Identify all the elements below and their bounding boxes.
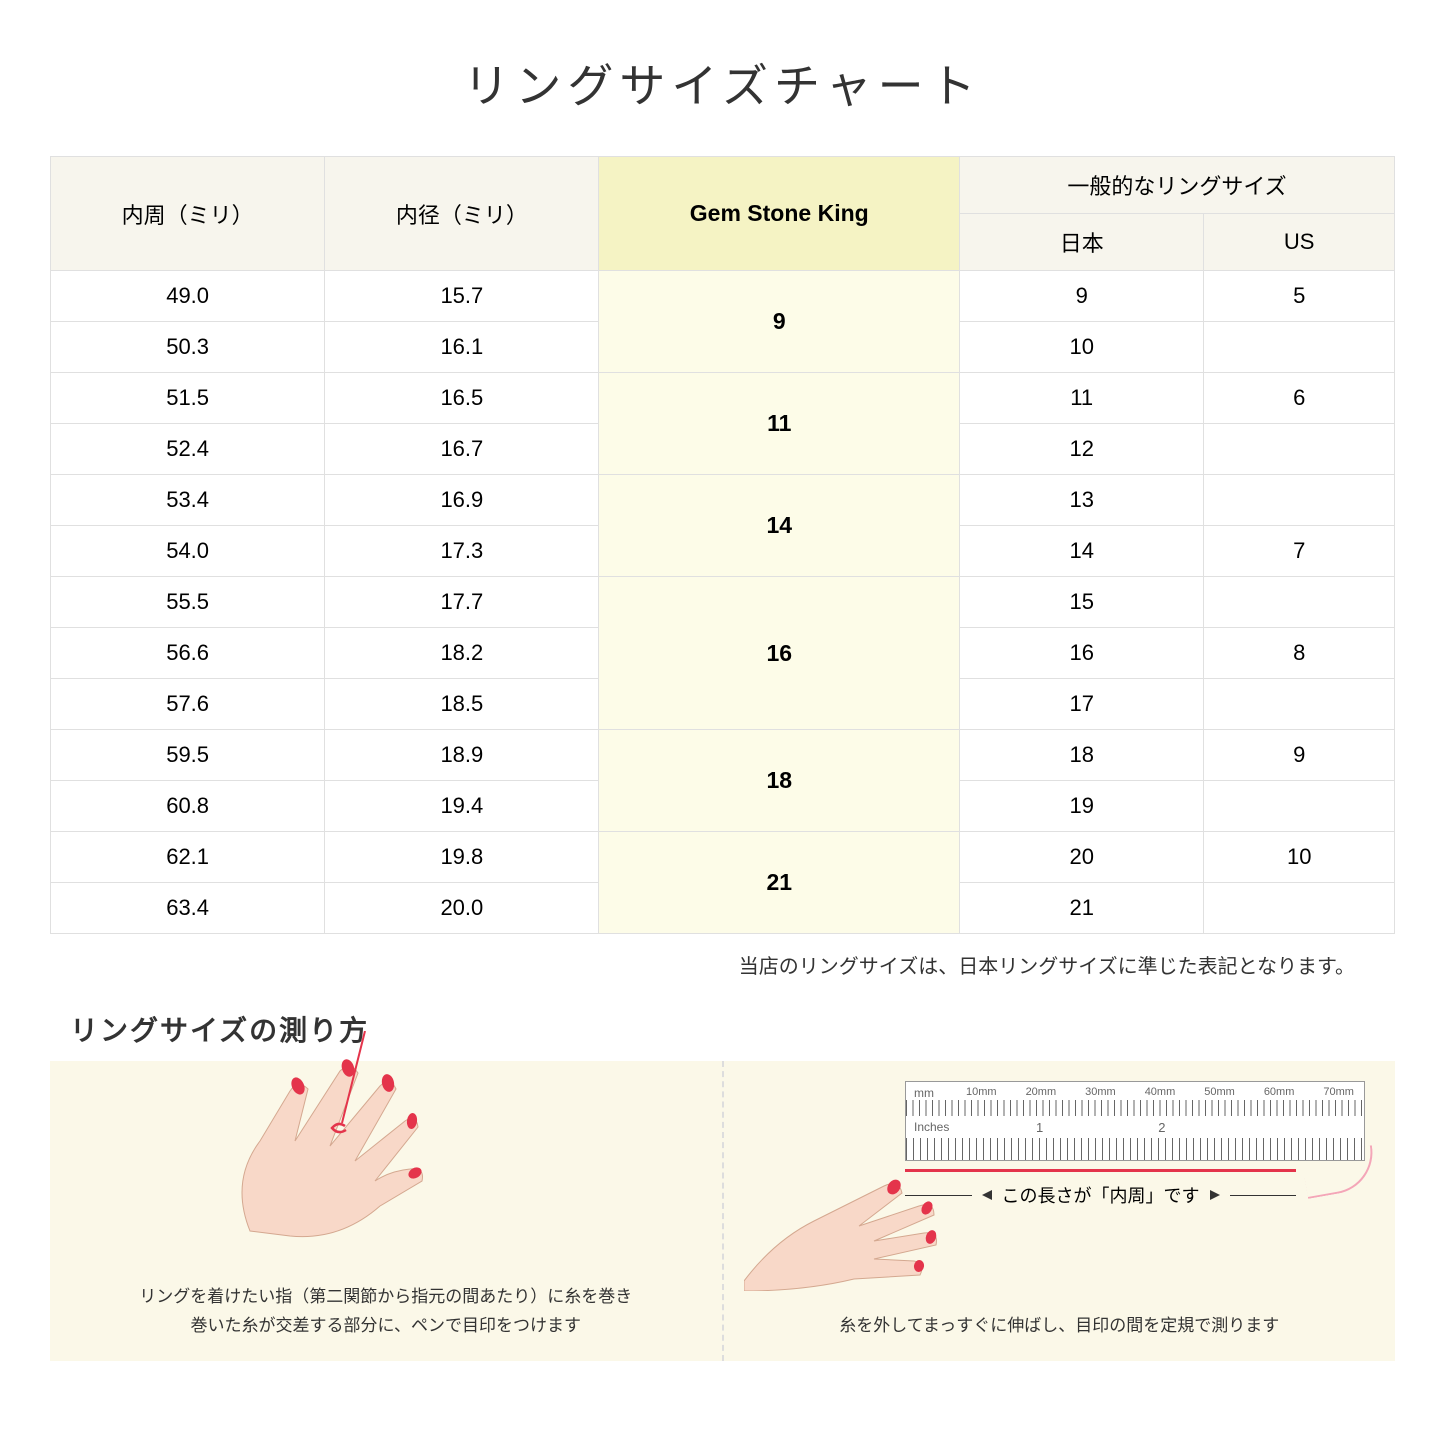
cell-us: 7 — [1204, 526, 1395, 577]
cell-circ: 57.6 — [51, 679, 325, 730]
instruction-panels: リングを着けたい指（第二関節から指元の間あたり）に糸を巻き 巻いた糸が交差する部… — [50, 1061, 1395, 1361]
cell-dia: 16.1 — [325, 322, 599, 373]
cell-jp: 9 — [960, 271, 1204, 322]
cell-us — [1204, 679, 1395, 730]
cell-circ: 51.5 — [51, 373, 325, 424]
cell-jp: 13 — [960, 475, 1204, 526]
cell-dia: 19.4 — [325, 781, 599, 832]
col-inner-circ: 内周（ミリ） — [51, 157, 325, 271]
arrow-label: この長さが「内周」です — [1002, 1182, 1200, 1208]
ruler-in-mark: 2 — [1158, 1120, 1165, 1135]
ruler-mm-mark: 70mm — [1323, 1086, 1354, 1098]
cell-circ: 55.5 — [51, 577, 325, 628]
cell-gem: 9 — [599, 271, 960, 373]
cell-circ: 63.4 — [51, 883, 325, 934]
cell-dia: 17.7 — [325, 577, 599, 628]
col-inner-dia: 内径（ミリ） — [325, 157, 599, 271]
ruler-mm-mark: 30mm — [1085, 1086, 1116, 1098]
cell-gem: 18 — [599, 730, 960, 832]
cell-us — [1204, 475, 1395, 526]
col-japan: 日本 — [960, 214, 1204, 271]
cell-gem: 21 — [599, 832, 960, 934]
cell-jp: 11 — [960, 373, 1204, 424]
table-row: 51.516.511116 — [51, 373, 1395, 424]
cell-dia: 16.5 — [325, 373, 599, 424]
cell-jp: 16 — [960, 628, 1204, 679]
ruler-mm-label: mm — [914, 1086, 934, 1100]
ruler-illustration: mm 10mm 20mm 30mm 40mm 50mm 60mm 70mm Inches 1… — [905, 1081, 1365, 1161]
cell-us: 5 — [1204, 271, 1395, 322]
ruler-in-label: Inches — [914, 1120, 949, 1134]
cell-jp: 15 — [960, 577, 1204, 628]
table-row: 55.517.71615 — [51, 577, 1395, 628]
cell-gem: 11 — [599, 373, 960, 475]
footnote: 当店のリングサイズは、日本リングサイズに準じた表記となります。 — [50, 950, 1395, 979]
table-row: 53.416.91413 — [51, 475, 1395, 526]
cell-jp: 14 — [960, 526, 1204, 577]
cell-circ: 49.0 — [51, 271, 325, 322]
cell-jp: 18 — [960, 730, 1204, 781]
cell-circ: 50.3 — [51, 322, 325, 373]
cell-dia: 17.3 — [325, 526, 599, 577]
cell-jp: 19 — [960, 781, 1204, 832]
cell-jp: 12 — [960, 424, 1204, 475]
panel-right-caption: 糸を外してまっすぐに伸ばし、目印の間を定規で測ります — [754, 1312, 1366, 1341]
cell-circ: 60.8 — [51, 781, 325, 832]
cell-dia: 15.7 — [325, 271, 599, 322]
size-chart-table: 内周（ミリ） 内径（ミリ） Gem Stone King 一般的なリングサイズ … — [50, 156, 1395, 934]
ruler-mm-mark: 40mm — [1145, 1086, 1176, 1098]
panel-measure-ruler: mm 10mm 20mm 30mm 40mm 50mm 60mm 70mm Inches 1… — [724, 1061, 1396, 1361]
cell-dia: 20.0 — [325, 883, 599, 934]
table-row: 62.119.8212010 — [51, 832, 1395, 883]
ruler-in-mark: 1 — [1036, 1120, 1043, 1135]
col-us: US — [1204, 214, 1395, 271]
cell-us: 8 — [1204, 628, 1395, 679]
panel-wrap-thread: リングを着けたい指（第二関節から指元の間あたり）に糸を巻き 巻いた糸が交差する部… — [50, 1061, 724, 1361]
cell-dia: 16.7 — [325, 424, 599, 475]
cell-circ: 52.4 — [51, 424, 325, 475]
cell-dia: 18.2 — [325, 628, 599, 679]
hand-illustration-right — [744, 1141, 964, 1291]
cell-us — [1204, 322, 1395, 373]
cell-jp: 20 — [960, 832, 1204, 883]
ruler-mm-mark: 10mm — [966, 1086, 997, 1098]
cell-dia: 19.8 — [325, 832, 599, 883]
table-row: 59.518.918189 — [51, 730, 1395, 781]
cell-jp: 17 — [960, 679, 1204, 730]
cell-us — [1204, 781, 1395, 832]
thread-line — [905, 1169, 1296, 1172]
col-gem: Gem Stone King — [599, 157, 960, 271]
cell-gem: 14 — [599, 475, 960, 577]
ruler-mm-mark: 20mm — [1026, 1086, 1057, 1098]
cell-gem: 16 — [599, 577, 960, 730]
cell-circ: 54.0 — [51, 526, 325, 577]
ruler-mm-mark: 60mm — [1264, 1086, 1295, 1098]
cell-jp: 10 — [960, 322, 1204, 373]
cell-us: 10 — [1204, 832, 1395, 883]
cell-us — [1204, 424, 1395, 475]
cell-circ: 62.1 — [51, 832, 325, 883]
cell-circ: 59.5 — [51, 730, 325, 781]
page-title: リングサイズチャート — [50, 50, 1395, 116]
cell-jp: 21 — [960, 883, 1204, 934]
ruler-mm-mark: 50mm — [1204, 1086, 1235, 1098]
cell-circ: 53.4 — [51, 475, 325, 526]
hand-illustration-left — [190, 1031, 490, 1251]
cell-us: 9 — [1204, 730, 1395, 781]
cell-us: 6 — [1204, 373, 1395, 424]
panel-left-caption: リングを着けたい指（第二関節から指元の間あたり）に糸を巻き 巻いた糸が交差する部… — [80, 1283, 692, 1341]
table-row: 49.015.7995 — [51, 271, 1395, 322]
cell-dia: 16.9 — [325, 475, 599, 526]
cell-us — [1204, 883, 1395, 934]
cell-us — [1204, 577, 1395, 628]
ruler-area: mm 10mm 20mm 30mm 40mm 50mm 60mm 70mm Inches 1… — [905, 1081, 1365, 1208]
cell-dia: 18.9 — [325, 730, 599, 781]
col-general: 一般的なリングサイズ — [960, 157, 1395, 214]
measurement-arrow: この長さが「内周」です — [905, 1182, 1296, 1208]
cell-circ: 56.6 — [51, 628, 325, 679]
cell-dia: 18.5 — [325, 679, 599, 730]
